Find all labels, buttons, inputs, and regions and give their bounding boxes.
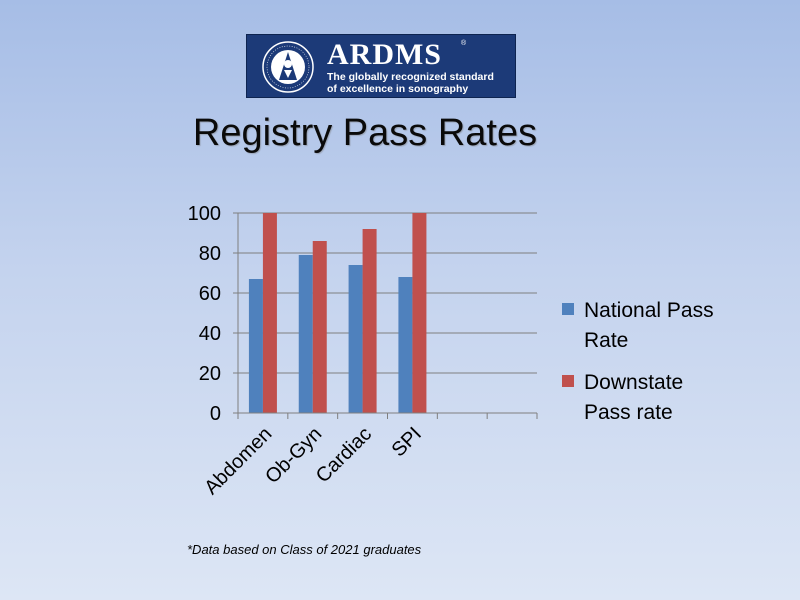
footnote: *Data based on Class of 2021 graduates: [187, 542, 422, 557]
bar-downstate: [362, 229, 377, 413]
x-category-label: Cardiac: [312, 423, 376, 487]
y-tick-label: 0: [210, 403, 221, 425]
bar-downstate: [312, 241, 327, 413]
y-tick-label: 20: [199, 363, 221, 385]
bar-downstate: [412, 213, 427, 413]
x-category-label: Ob-Gyn: [261, 423, 326, 488]
logo-registered-mark: ®: [461, 40, 467, 47]
y-tick-label: 60: [199, 283, 221, 305]
bar-national: [248, 279, 263, 413]
legend-swatch: [562, 303, 574, 315]
logo-tagline-line2: of excellence in sonography: [327, 83, 469, 95]
y-tick-label: 100: [188, 203, 221, 225]
legend-label: National Pass Rate: [584, 299, 714, 352]
y-tick-label: 40: [199, 323, 221, 345]
bar-national: [398, 277, 413, 413]
ardms-logo: ARDMS ® The globally recognized standard…: [246, 34, 516, 98]
slide-title: Registry Pass Rates: [192, 112, 538, 154]
ardms-seal-icon: [262, 41, 314, 93]
logo-brand: ARDMS: [327, 38, 442, 71]
legend-label: Downstate Pass rate: [584, 371, 683, 424]
logo-tagline-line1: The globally recognized standard: [327, 71, 494, 83]
x-category-label: Abdomen: [200, 423, 276, 499]
y-tick-label: 80: [199, 243, 221, 265]
bar-national: [348, 265, 363, 413]
bar-downstate: [262, 213, 277, 413]
legend-swatch: [562, 375, 574, 387]
x-category-label: SPI: [388, 423, 426, 461]
bar-national: [298, 255, 313, 413]
